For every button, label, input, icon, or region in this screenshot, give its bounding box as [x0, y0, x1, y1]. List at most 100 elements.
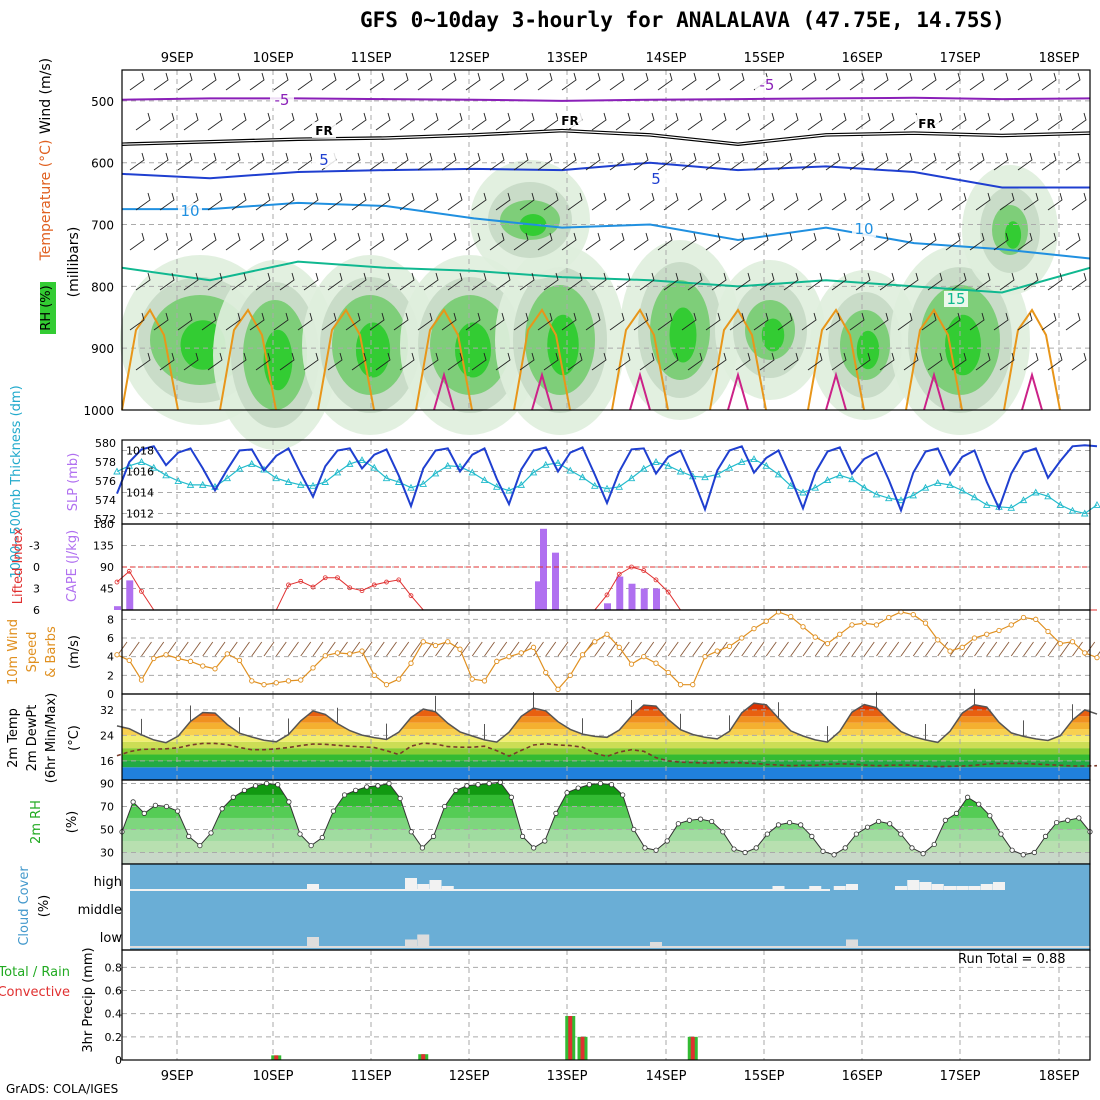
wind-barb [225, 312, 241, 331]
wind-barb [273, 152, 289, 171]
wind-barb [399, 272, 415, 291]
wind-barb-10m [447, 641, 459, 657]
wind-speed-marker [1094, 654, 1100, 661]
wind-barb [873, 72, 889, 91]
y-axis-label-rh2m: 2m RH [29, 800, 44, 844]
wind-barb-10m [496, 641, 508, 657]
wind-barb [249, 72, 265, 91]
wind-barb [615, 192, 631, 211]
wind-barb [711, 192, 727, 211]
y-axis-label-millibars: (millibars) [66, 227, 82, 298]
wind-barb [153, 232, 169, 251]
wind-barb [975, 272, 991, 291]
thickness-marker [578, 473, 587, 481]
rh2m-marker [308, 842, 314, 849]
x-tick-label-top: 15SEP [744, 51, 785, 66]
wind-speed-marker [665, 669, 671, 676]
isotherm-20 [709, 308, 767, 411]
wind-barb [297, 312, 313, 331]
thickness-marker [443, 461, 452, 469]
rh2m-marker [497, 779, 503, 785]
cloud-high-bar [956, 886, 969, 890]
lifted-index-marker [396, 577, 402, 583]
wind-barb [303, 272, 319, 291]
wind-barb [999, 272, 1015, 291]
thickness-marker [1019, 496, 1028, 504]
rh2m-marker [264, 780, 270, 787]
wind-barb [807, 112, 823, 131]
cloud-high-bar [980, 884, 993, 890]
y-tick-label: 6 [33, 604, 40, 617]
rh-band [122, 829, 1090, 841]
wind-barb [711, 272, 727, 291]
wind-barb [543, 192, 559, 211]
y-axis-label-wind10m: & Barbs [44, 626, 59, 678]
wind-barb [399, 112, 415, 131]
wind-barb [183, 112, 199, 131]
wind-barb [735, 272, 751, 291]
wind-barb [969, 72, 985, 91]
wind-barb-10m [410, 641, 422, 657]
wind-barb [207, 112, 223, 131]
y-tick-label: 24 [100, 729, 114, 742]
wind-barb-10m [324, 641, 336, 657]
rh-area-saturated [856, 330, 880, 370]
wind-speed-marker [555, 686, 561, 692]
contour-label-bg [558, 112, 582, 128]
wind-barb-10m [128, 641, 140, 657]
x-tick-label-bottom: 17SEP [940, 1069, 981, 1084]
wind-barb [273, 232, 289, 251]
wind-barb [687, 352, 703, 371]
isotherm-20 [415, 308, 473, 411]
wind-speed-marker [371, 672, 377, 678]
temp-band [122, 748, 1090, 755]
wind-barb [351, 352, 367, 371]
thickness-marker [456, 462, 464, 470]
rh2m-marker [330, 808, 337, 814]
wind-barb [543, 352, 559, 371]
lifted-index-marker [371, 582, 377, 588]
wind-speed-marker [543, 669, 549, 676]
rh2m-marker [252, 783, 259, 789]
wind-barb [303, 352, 319, 371]
rh2m-marker [987, 813, 993, 819]
wind-barb-10m [802, 641, 814, 657]
wind-barb [255, 112, 271, 131]
wind-barb [777, 152, 793, 171]
rh2m-marker [1065, 817, 1071, 823]
thickness-marker [701, 473, 709, 481]
thickness-marker [382, 474, 391, 482]
y-tick-label: 1012 [126, 508, 154, 521]
thickness-marker [652, 458, 660, 465]
wind-barb [729, 152, 745, 171]
rh2m-marker [297, 831, 303, 837]
y-axis-label-wind10m: Speed [25, 632, 40, 673]
wind-barb [249, 312, 265, 331]
rh2m-marker [508, 794, 515, 800]
wind-barb [801, 232, 817, 251]
wind-barb [777, 232, 793, 251]
wind-barb [999, 112, 1015, 131]
wind-barb [585, 312, 601, 331]
wind-barb [417, 152, 433, 171]
thickness-marker [1080, 509, 1089, 517]
thickness-marker [284, 478, 293, 485]
wind-barb [393, 312, 409, 331]
wind-barb [399, 352, 415, 371]
wind-barb [585, 152, 601, 171]
wind-barb-10m [1096, 651, 1100, 657]
wind-barb [417, 312, 433, 331]
wind-barb [1023, 112, 1039, 131]
wind-barb [441, 232, 457, 251]
wind-barb [447, 272, 463, 291]
rh2m-marker [631, 826, 637, 833]
wind-barb [687, 192, 703, 211]
wind-speed-marker [947, 648, 953, 654]
thickness-marker [235, 464, 244, 472]
thickness-marker [774, 470, 783, 478]
wind-speed-marker [984, 631, 990, 637]
wind-barb [609, 72, 625, 91]
wind-barb [639, 112, 655, 131]
wind-barb [999, 192, 1015, 211]
x-tick-label-bottom: 14SEP [646, 1069, 687, 1084]
